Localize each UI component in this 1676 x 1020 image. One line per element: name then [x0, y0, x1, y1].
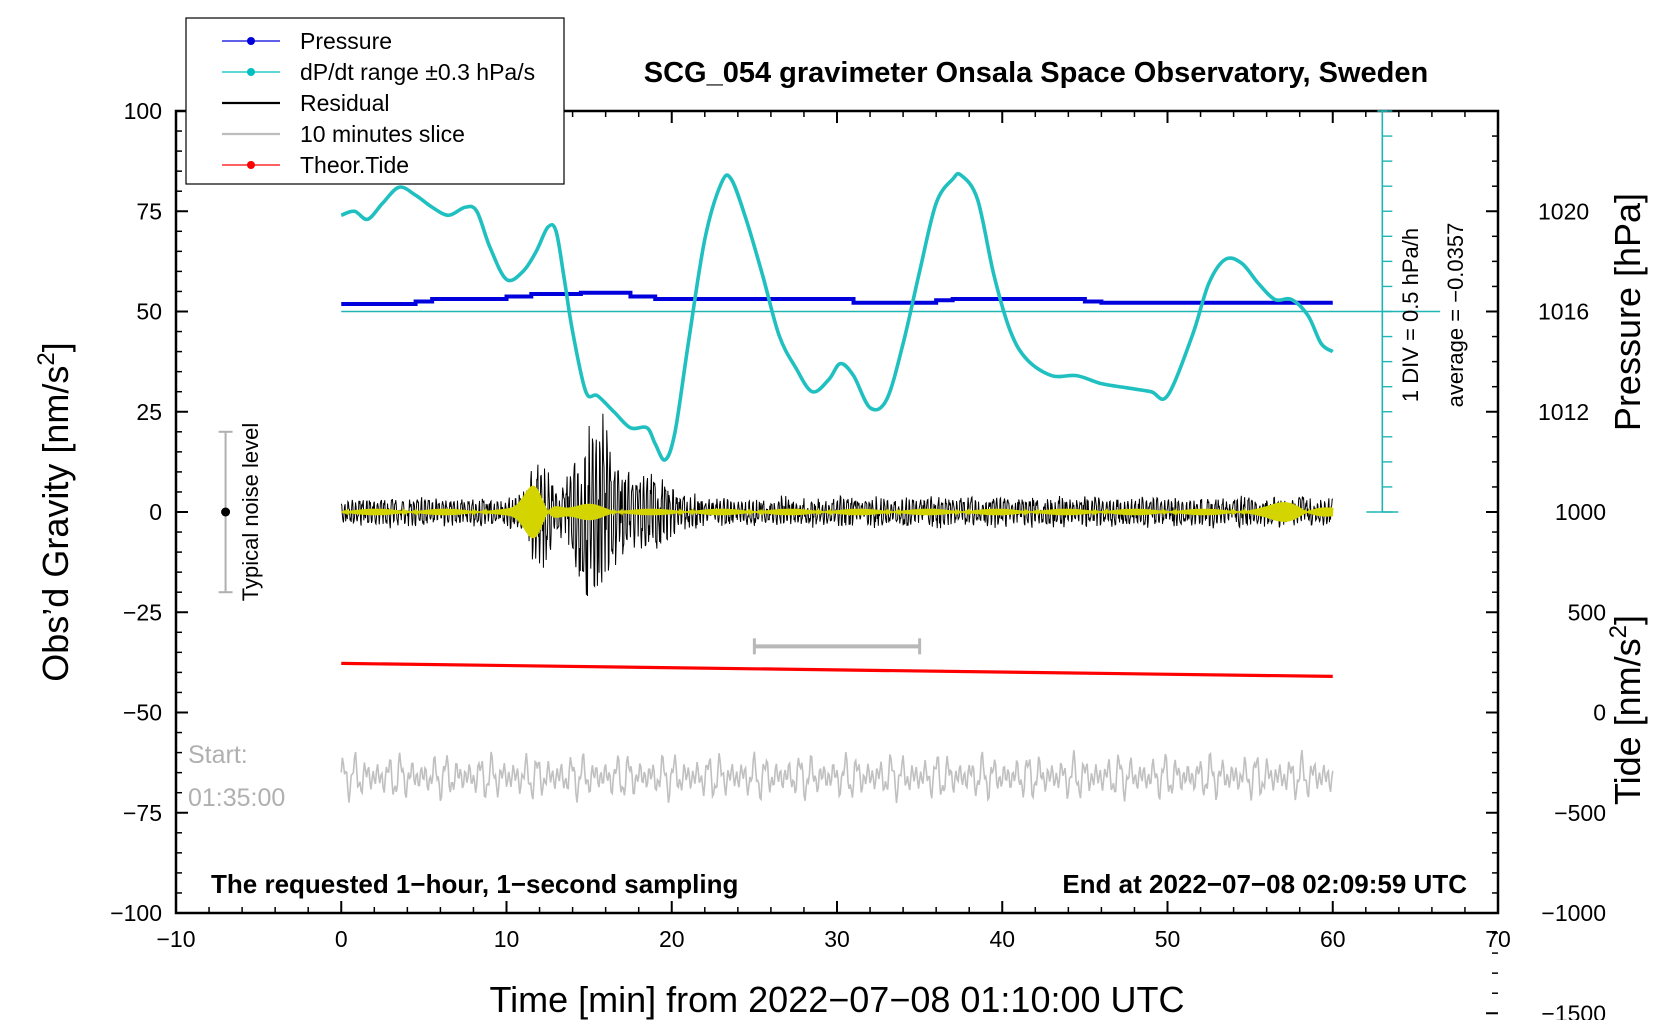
pressure-tick-label: 1020: [1538, 198, 1589, 224]
series-layer: [218, 171, 1334, 804]
y-tick-label: −75: [123, 800, 162, 826]
noise-level-label: Typical noise level: [238, 423, 263, 602]
tide-axis-label-base: Tide [nm/s: [1607, 638, 1648, 805]
y-tick-label: 0: [149, 499, 162, 525]
chart-title: SCG_054 gravimeter Onsala Space Observat…: [644, 57, 1428, 89]
y-tick-label: 100: [124, 98, 162, 124]
legend-label: 10 minutes slice: [300, 121, 465, 147]
x-tick-label: 10: [494, 926, 520, 952]
x-tick-label: 20: [659, 926, 685, 952]
residual-smoothed-series: [341, 485, 1334, 539]
legend-box: [185, 17, 565, 185]
legend-marker: [247, 68, 255, 76]
legend-label: dP/dt range ±0.3 hPa/s: [300, 59, 535, 85]
x-tick-label: 60: [1320, 926, 1346, 952]
y-axis-label-left-base: Obs’d Gravity [nm/s: [35, 366, 76, 682]
tide-tick-label: 1000: [1555, 499, 1606, 525]
legend-marker: [247, 37, 255, 45]
tide-tick-label: −1500: [1541, 1000, 1606, 1020]
y-tick-label: −25: [123, 599, 162, 625]
y-axis-label-left: Obs’d Gravity [nm/s2]: [33, 342, 76, 681]
y-axis-label-left-sup: 2: [33, 352, 60, 365]
slice-trace-series: [340, 749, 1334, 804]
legend-marker: [247, 161, 255, 169]
x-tick-label: 50: [1155, 926, 1181, 952]
tide-tick-label: −500: [1554, 800, 1606, 826]
dpdt-average-label: average = −0.0357: [1443, 223, 1468, 408]
tide-axis-ticks: −1500 −1000 −500 0 500 1000: [1486, 499, 1606, 1020]
x-axis-ticks: −10 0 10 20 30 40 50 60 70: [156, 111, 1511, 952]
noise-center-dot: [221, 507, 231, 517]
tide-series: [341, 661, 1333, 679]
x-tick-label: 70: [1485, 926, 1511, 952]
sampling-note: The requested 1−hour, 1−second sampling: [211, 869, 738, 899]
tide-axis-label: Tide [nm/s2]: [1605, 615, 1648, 805]
pressure-tick-label: 1012: [1538, 399, 1589, 425]
x-tick-label: 40: [989, 926, 1015, 952]
start-time: 01:35:00: [188, 784, 285, 812]
x-tick-label: 30: [824, 926, 850, 952]
tide-axis-label-close: ]: [1607, 615, 1648, 625]
dpdt-series: [340, 171, 1334, 462]
legend-label: Residual: [300, 90, 390, 116]
residual-series: [340, 413, 1334, 597]
y-tick-label: 25: [136, 399, 162, 425]
legend-label: Theor.Tide: [300, 152, 409, 178]
legend: Pressure dP/dt range ±0.3 hPa/s Residual 10…: [185, 17, 565, 185]
start-label: Start:: [188, 741, 248, 769]
x-axis-label: Time [min] from 2022−07−08 01:10:00 UTC: [489, 979, 1184, 1020]
pressure-axis-ticks: 1012 1016 1020: [1486, 110, 1589, 513]
dpdt-div-label: 1 DIV = 0.5 hPa/h: [1398, 228, 1423, 402]
tide-tick-label: 500: [1568, 599, 1606, 625]
pressure-tick-label: 1016: [1538, 299, 1589, 325]
y-tick-label: −100: [110, 900, 162, 926]
y-tick-label: −50: [123, 700, 162, 726]
y-tick-label: 75: [136, 198, 162, 224]
tide-axis-label-sup: 2: [1605, 625, 1632, 638]
tide-tick-label: −1000: [1541, 900, 1606, 926]
y-axis-ticks: −100 −75 −50 −25 0 25 50 75 100: [110, 98, 188, 926]
dpdt-scale-bar: [341, 110, 1441, 513]
y-tick-label: 50: [136, 299, 162, 325]
pressure-axis-label: Pressure [hPa]: [1607, 193, 1648, 431]
legend-entries: Pressure dP/dt range ±0.3 hPa/s Residual 10…: [222, 28, 535, 178]
x-tick-label: −10: [156, 926, 195, 952]
tide-tick-label: 0: [1593, 700, 1606, 726]
legend-label: Pressure: [300, 28, 392, 54]
y-axis-label-left-close: ]: [35, 342, 76, 352]
x-tick-label: 0: [335, 926, 348, 952]
end-time-note: End at 2022−07−08 02:09:59 UTC: [1062, 869, 1467, 899]
pressure-series: [341, 290, 1333, 306]
